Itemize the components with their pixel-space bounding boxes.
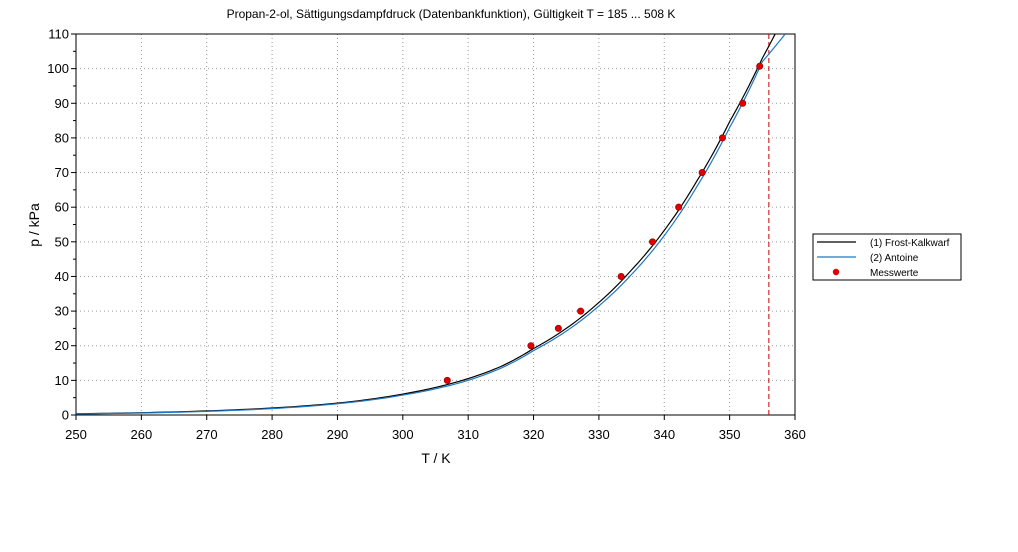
legend-swatch-messwerte bbox=[832, 268, 840, 276]
legend-label-messwerte: Messwerte bbox=[870, 268, 919, 279]
data-point bbox=[675, 203, 683, 211]
x-tick-label: 270 bbox=[196, 427, 218, 442]
x-tick-label: 350 bbox=[719, 427, 741, 442]
x-tick-label: 290 bbox=[327, 427, 349, 442]
y-tick-label: 50 bbox=[55, 234, 69, 249]
x-tick-label: 330 bbox=[588, 427, 610, 442]
data-point bbox=[739, 99, 747, 107]
y-tick-label: 70 bbox=[55, 165, 69, 180]
x-tick-label: 260 bbox=[131, 427, 153, 442]
y-tick-label: 60 bbox=[55, 200, 69, 215]
data-point bbox=[577, 307, 585, 315]
x-tick-label: 320 bbox=[523, 427, 545, 442]
series-layer bbox=[76, 34, 786, 415]
data-point bbox=[617, 272, 625, 280]
series-line-0 bbox=[76, 34, 776, 415]
y-tick-label: 40 bbox=[55, 269, 69, 284]
data-point bbox=[649, 238, 657, 246]
y-tick-label: 20 bbox=[55, 338, 69, 353]
data-point bbox=[718, 134, 726, 142]
y-tick-label: 30 bbox=[55, 304, 69, 319]
series-line-1 bbox=[76, 34, 786, 415]
data-point bbox=[554, 324, 562, 332]
data-point bbox=[698, 169, 706, 177]
y-tick-label: 80 bbox=[55, 130, 69, 145]
axis-ticks: 250 260 270 280 290 300 310 320 330 340 350 360 0 10 2… bbox=[47, 27, 806, 443]
y-tick-label: 0 bbox=[62, 408, 69, 423]
x-tick-label: 310 bbox=[457, 427, 479, 442]
data-point bbox=[527, 342, 535, 350]
y-tick-label: 90 bbox=[55, 96, 69, 111]
x-tick-label: 300 bbox=[392, 427, 414, 442]
y-tick-label: 100 bbox=[47, 61, 69, 76]
chart-title: Propan-2-ol, Sättigungsdampfdruck (Daten… bbox=[227, 7, 676, 21]
x-tick-label: 250 bbox=[65, 427, 87, 442]
legend-label-frost-kalkwarf: (1) Frost-Kalkwarf bbox=[870, 238, 950, 249]
legend: (1) Frost-Kalkwarf (2) Antoine Messwerte bbox=[812, 233, 962, 281]
x-tick-label: 340 bbox=[653, 427, 675, 442]
x-axis-title: T / K bbox=[421, 450, 451, 466]
y-tick-label: 110 bbox=[48, 27, 69, 42]
y-tick-label: 10 bbox=[55, 373, 69, 388]
data-point bbox=[443, 376, 451, 384]
data-point bbox=[756, 62, 764, 70]
legend-label-antoine: (2) Antoine bbox=[870, 253, 919, 264]
x-tick-label: 280 bbox=[261, 427, 283, 442]
grid bbox=[76, 34, 795, 415]
y-axis-title: p / kPa bbox=[26, 203, 42, 247]
x-tick-label: 360 bbox=[784, 427, 806, 442]
plot-area bbox=[75, 33, 796, 416]
